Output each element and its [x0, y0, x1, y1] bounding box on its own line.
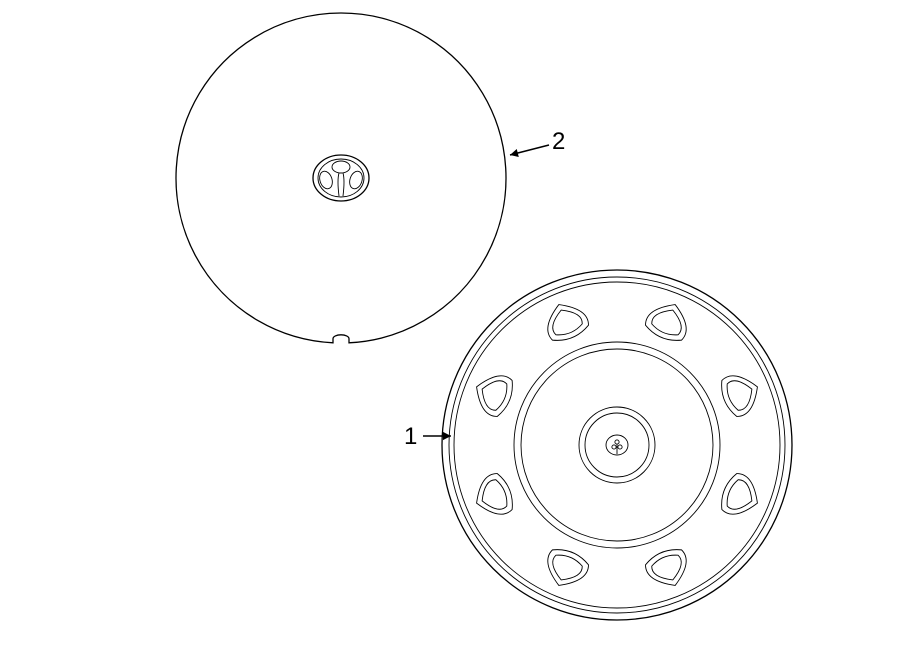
emblem-inner: [318, 159, 364, 197]
spoke-outer-6: [642, 297, 694, 346]
diagram-stage: 1 2: [0, 0, 900, 661]
callout-label-1: 1: [404, 423, 417, 451]
emblem-stem: [338, 173, 344, 196]
emblem-top-oval: [332, 161, 350, 173]
spoke-inner-2: [547, 552, 584, 586]
diagram-svg: [0, 0, 900, 661]
spoke-outer-5: [540, 297, 592, 346]
spoke-inner-3: [476, 478, 510, 515]
spoke-inner-6: [650, 304, 687, 338]
plain-disc-outline: [176, 13, 506, 343]
spoke-outer-4: [469, 368, 518, 420]
spoke-inner-0: [724, 478, 758, 515]
emblem-outer: [313, 155, 369, 201]
hub-dot-top: [615, 440, 619, 444]
hub-dot-l: [612, 445, 616, 449]
spoke-inner-7: [724, 375, 758, 412]
spoke-inner-4: [476, 375, 510, 412]
emblem-right-lobe: [348, 170, 365, 191]
spoke-outer-3: [469, 470, 518, 522]
spoke-inner-1: [650, 552, 687, 586]
spoke-outer-2: [540, 545, 592, 594]
callout-label-2: 2: [552, 128, 565, 156]
spoke-outer-7: [717, 368, 766, 420]
spoke-outer-1: [642, 545, 694, 594]
emblem-left-lobe: [318, 170, 335, 191]
spoke-outer-0: [717, 470, 766, 522]
hub-dot-r: [618, 445, 622, 449]
spoke-inner-5: [547, 304, 584, 338]
